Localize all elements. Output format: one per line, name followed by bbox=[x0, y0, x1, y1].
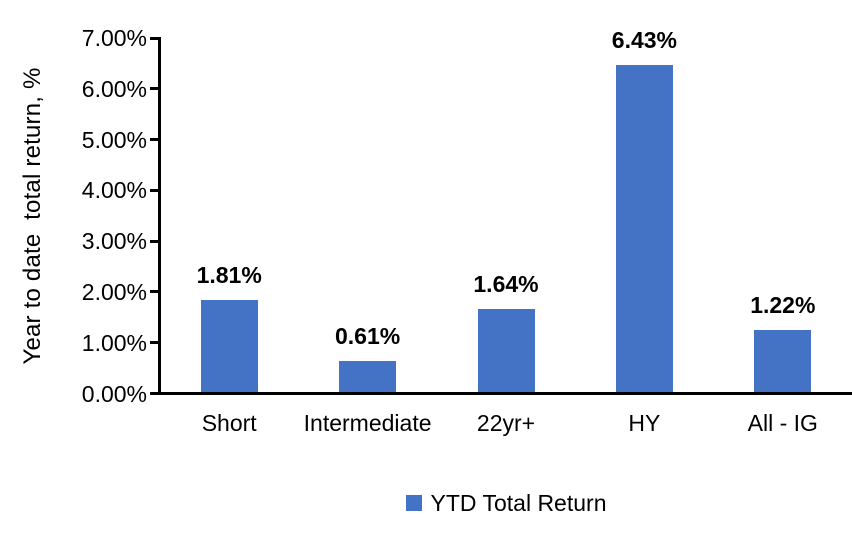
bar-22yr bbox=[477, 308, 535, 392]
y-tick-mark bbox=[150, 36, 159, 40]
y-tick-label: 7.00% bbox=[81, 25, 147, 51]
bar-short bbox=[200, 300, 258, 392]
x-axis-line bbox=[150, 392, 852, 395]
legend-label: YTD Total Return bbox=[430, 490, 607, 516]
y-tick-label: 0.00% bbox=[81, 380, 147, 407]
bar-value-label: 1.64% bbox=[473, 270, 539, 297]
legend: YTD Total Return bbox=[160, 490, 852, 516]
bar-hy bbox=[615, 65, 673, 392]
x-category-label: Intermediate bbox=[303, 410, 432, 436]
y-tick-label: 2.00% bbox=[81, 278, 147, 305]
y-axis-title: Year to date total return, % bbox=[19, 67, 46, 365]
y-tick-label: 5.00% bbox=[81, 126, 147, 153]
y-tick-mark bbox=[150, 290, 159, 294]
bar-all-ig bbox=[754, 330, 812, 392]
y-tick-label: 6.00% bbox=[81, 75, 147, 102]
x-category-label: 22yr+ bbox=[476, 410, 536, 436]
bar-value-label: 1.81% bbox=[196, 262, 262, 289]
bar-value-label: 0.61% bbox=[334, 323, 401, 350]
y-axis-line bbox=[158, 37, 161, 395]
y-tick-mark bbox=[150, 87, 159, 91]
y-tick-mark bbox=[150, 392, 159, 395]
y-tick-mark bbox=[150, 239, 159, 243]
x-category-label: HY bbox=[628, 410, 661, 436]
y-tick-mark bbox=[150, 138, 159, 142]
x-category-label: Short bbox=[201, 410, 257, 436]
bar-value-label: 1.22% bbox=[750, 292, 816, 319]
bar-intermediate bbox=[339, 361, 397, 392]
x-category-label: All - IG bbox=[747, 410, 818, 436]
legend-swatch-icon bbox=[405, 495, 422, 511]
y-tick-label: 1.00% bbox=[81, 329, 147, 356]
y-tick-mark bbox=[150, 188, 159, 192]
bar-value-label: 6.43% bbox=[611, 27, 677, 54]
y-tick-label: 3.00% bbox=[81, 228, 147, 255]
y-tick-mark bbox=[150, 341, 159, 345]
y-tick-label: 4.00% bbox=[81, 177, 147, 204]
